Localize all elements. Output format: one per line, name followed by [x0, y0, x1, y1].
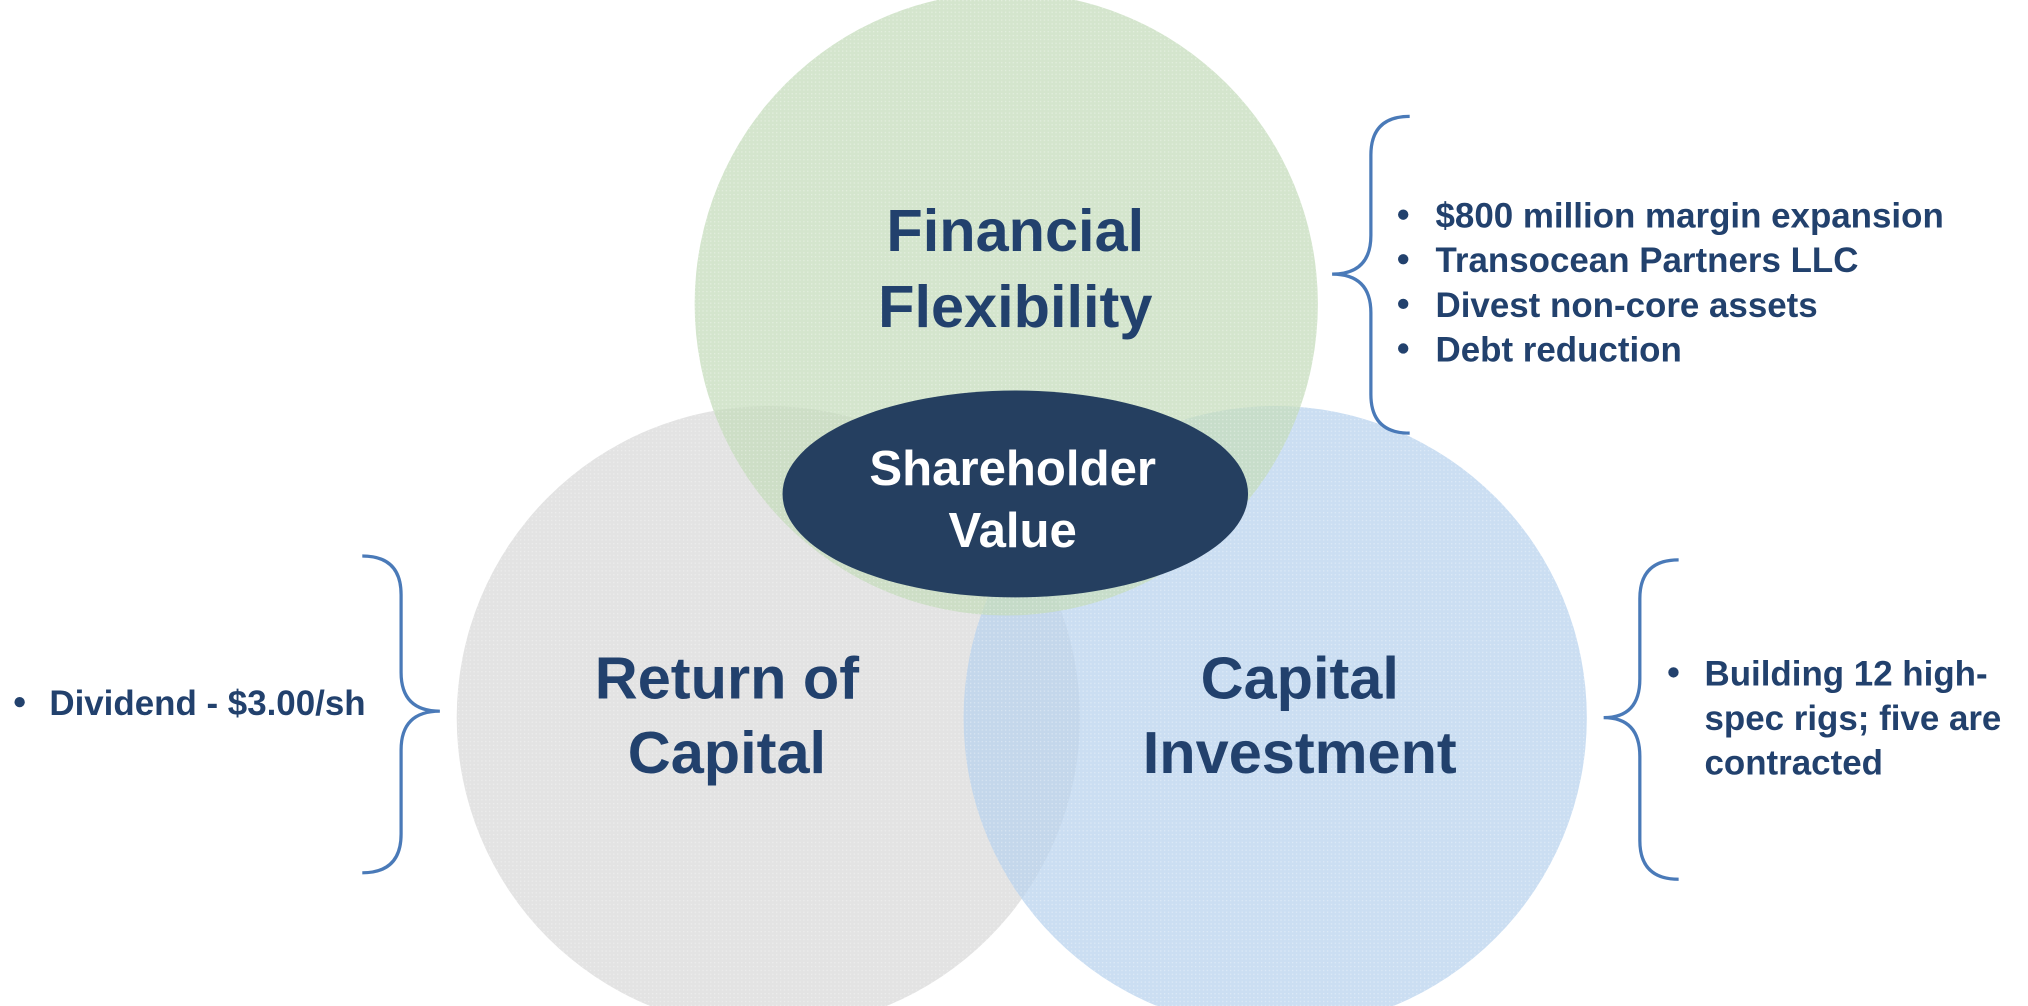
circle-label: Investment	[1143, 719, 1457, 786]
bullet-dot	[1398, 209, 1409, 220]
circle-label: Capital	[1201, 644, 1399, 711]
circle-label: Flexibility	[878, 273, 1152, 340]
circle-label: Capital	[628, 719, 826, 786]
bullet-text: Debt reduction	[1436, 330, 1682, 369]
bullet-text: contracted	[1704, 744, 1882, 783]
brace	[1332, 114, 1410, 435]
bullet-dot	[1398, 343, 1409, 354]
brace	[362, 554, 440, 875]
bullet-text: Building 12 high-	[1704, 654, 1987, 693]
circle-label: Financial	[886, 197, 1144, 264]
brace	[1603, 558, 1679, 881]
bullet-text: spec rigs; five are	[1704, 699, 2001, 738]
bullet-dot	[14, 696, 25, 708]
bullet-dot	[1398, 298, 1409, 310]
bullet-text: Transocean Partners LLC	[1436, 241, 1859, 280]
center-label: Value	[949, 504, 1077, 558]
bullet-text: Divest non-core assets	[1436, 286, 1818, 325]
bullet-dot	[1398, 254, 1409, 265]
circle-label: Return of	[595, 644, 859, 711]
center-ellipse	[782, 390, 1249, 598]
bullet-text: $800 million margin expansion	[1436, 197, 1944, 236]
labels: Shareholder Value Financial Flexibility Retu…	[14, 197, 2001, 786]
bullet-text: Dividend - $3.00/sh	[49, 684, 365, 723]
center-label: Shareholder	[869, 442, 1156, 496]
bullet-dot	[1668, 667, 1679, 678]
